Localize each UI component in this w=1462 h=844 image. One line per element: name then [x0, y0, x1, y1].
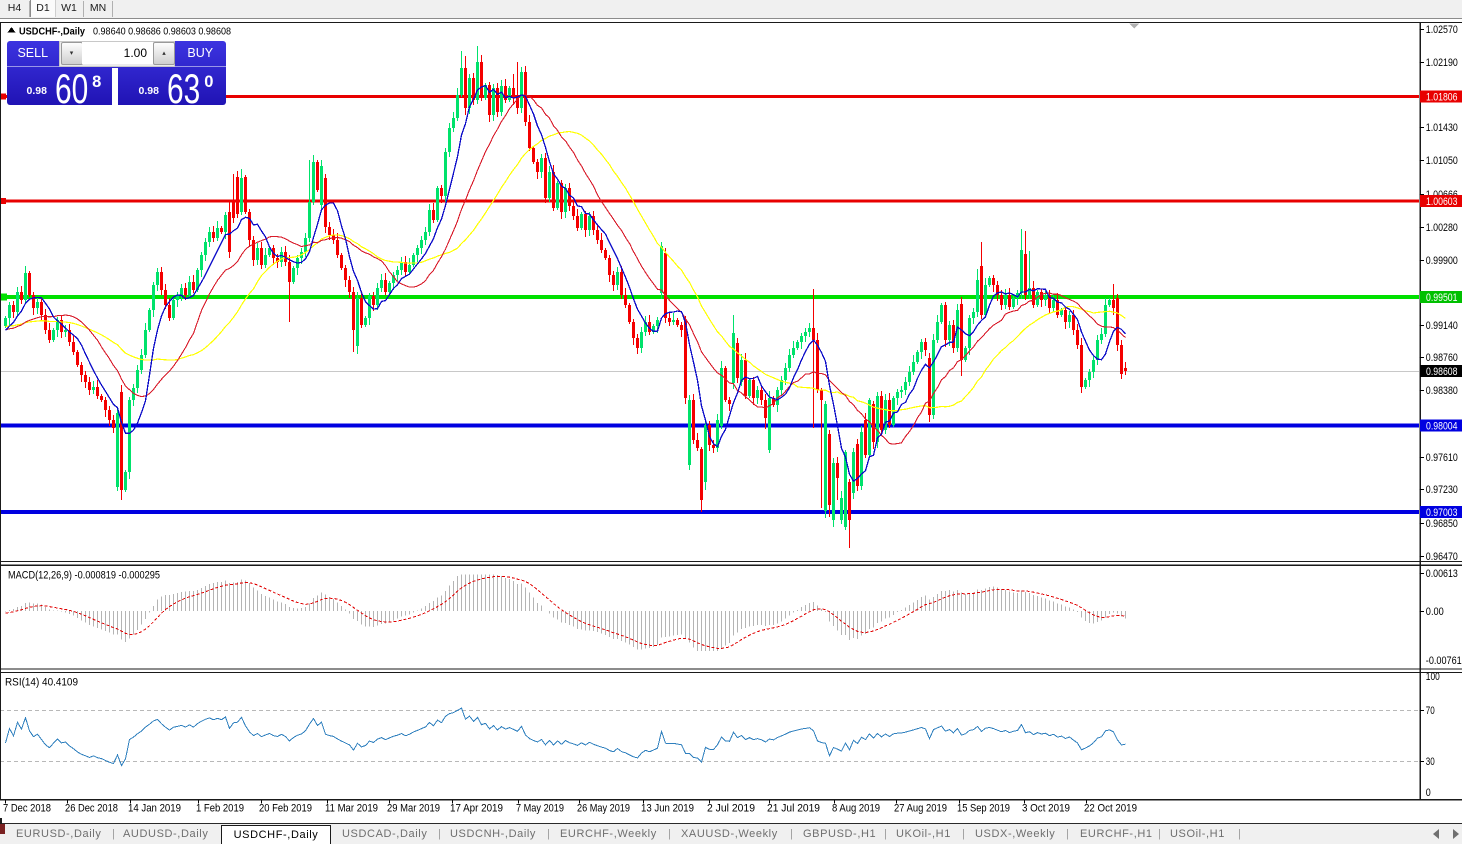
- svg-text:USDCHF-,Daily: USDCHF-,Daily: [19, 26, 85, 38]
- svg-text:14 Jan 2019: 14 Jan 2019: [128, 803, 181, 815]
- svg-text:29 Mar 2019: 29 Mar 2019: [387, 803, 440, 815]
- svg-text:0.99900: 0.99900: [1426, 255, 1458, 267]
- svg-text:7 May 2019: 7 May 2019: [516, 803, 564, 815]
- svg-text:1.01806: 1.01806: [1426, 92, 1458, 104]
- svg-text:8 Aug 2019: 8 Aug 2019: [832, 803, 880, 815]
- svg-text:20 Feb 2019: 20 Feb 2019: [259, 803, 312, 815]
- svg-text:0.98608: 0.98608: [1426, 366, 1458, 378]
- svg-text:0.97610: 0.97610: [1426, 452, 1458, 464]
- svg-text:17 Apr 2019: 17 Apr 2019: [450, 803, 503, 815]
- svg-text:1 Feb 2019: 1 Feb 2019: [196, 803, 244, 815]
- svg-text:0.00: 0.00: [1426, 606, 1444, 618]
- svg-text:1.00280: 1.00280: [1426, 222, 1458, 234]
- svg-text:15 Sep 2019: 15 Sep 2019: [957, 803, 1010, 815]
- svg-text:0.96850: 0.96850: [1426, 518, 1458, 530]
- svg-text:0.97230: 0.97230: [1426, 484, 1458, 496]
- svg-text:21 Jul 2019: 21 Jul 2019: [767, 803, 820, 815]
- svg-text:1.00603: 1.00603: [1426, 196, 1458, 208]
- svg-text:70: 70: [1426, 705, 1435, 717]
- svg-text:27 Aug 2019: 27 Aug 2019: [894, 803, 947, 815]
- svg-text:0.99501: 0.99501: [1426, 292, 1458, 304]
- svg-text:0: 0: [1426, 787, 1431, 799]
- svg-text:0.97003: 0.97003: [1426, 507, 1458, 519]
- svg-text:22 Oct 2019: 22 Oct 2019: [1084, 803, 1137, 815]
- svg-text:0.99140: 0.99140: [1426, 320, 1458, 332]
- svg-text:26 Dec 2018: 26 Dec 2018: [65, 803, 118, 815]
- svg-text:MACD(12,26,9) -0.000819 -0.000: MACD(12,26,9) -0.000819 -0.000295: [8, 570, 160, 582]
- svg-text:0.98380: 0.98380: [1426, 385, 1458, 397]
- svg-text:13 Jun 2019: 13 Jun 2019: [641, 803, 694, 815]
- svg-text:1.01050: 1.01050: [1426, 155, 1458, 167]
- svg-text:7 Dec 2018: 7 Dec 2018: [3, 803, 51, 815]
- svg-text:-0.007612: -0.007612: [1426, 655, 1462, 667]
- svg-text:0.96470: 0.96470: [1426, 551, 1458, 563]
- svg-text:1.01430: 1.01430: [1426, 122, 1458, 134]
- svg-text:26 May 2019: 26 May 2019: [577, 803, 630, 815]
- svg-text:30: 30: [1426, 756, 1435, 768]
- svg-text:1.02570: 1.02570: [1426, 24, 1458, 36]
- svg-text:2 Jul 2019: 2 Jul 2019: [707, 803, 755, 815]
- svg-text:0.98004: 0.98004: [1426, 421, 1458, 433]
- svg-text:11 Mar 2019: 11 Mar 2019: [325, 803, 378, 815]
- svg-text:3 Oct 2019: 3 Oct 2019: [1022, 803, 1070, 815]
- svg-text:1.02190: 1.02190: [1426, 57, 1458, 69]
- svg-text:0.00613: 0.00613: [1426, 568, 1458, 580]
- svg-text:0.98640 0.98686 0.98603 0.9860: 0.98640 0.98686 0.98603 0.98608: [93, 26, 231, 38]
- svg-text:100: 100: [1426, 671, 1440, 683]
- svg-text:RSI(14) 40.4109: RSI(14) 40.4109: [5, 677, 78, 689]
- svg-text:0.98760: 0.98760: [1426, 352, 1458, 364]
